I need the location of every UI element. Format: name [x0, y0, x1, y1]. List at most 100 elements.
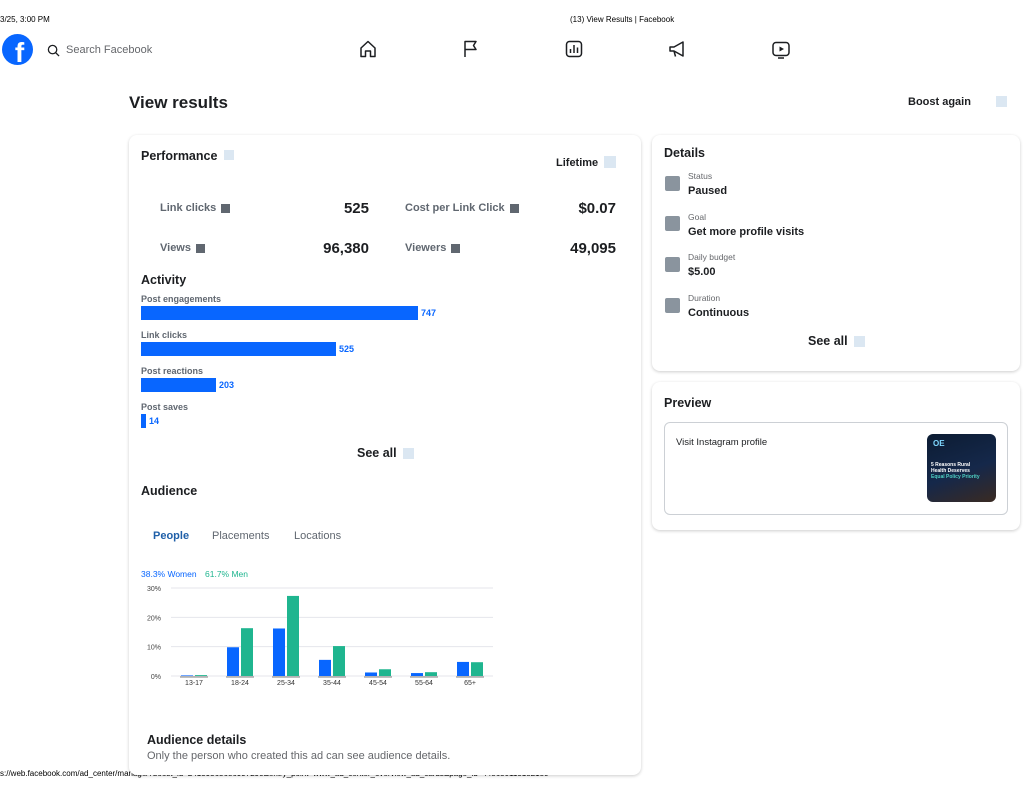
activity-label: Post reactions [141, 366, 204, 376]
detail-value: Continuous [688, 307, 750, 319]
tab-placements[interactable]: Placements [212, 530, 270, 542]
info-icon[interactable] [196, 243, 205, 253]
bar-men [471, 662, 483, 676]
bar-women [457, 661, 469, 676]
metric-label: Viewers [405, 242, 461, 254]
detail-label: Goal [688, 212, 706, 222]
y-tick-label: 0% [151, 674, 161, 681]
megaphone-icon[interactable] [666, 38, 688, 60]
detail-label: Daily budget [688, 252, 736, 262]
bar-women [227, 647, 239, 676]
ad-preview[interactable] [664, 422, 1008, 515]
budget-icon [665, 257, 680, 272]
print-page-title: (13) View Results | Facebook [570, 15, 675, 24]
details-card [652, 135, 1020, 371]
bar-men [333, 646, 345, 676]
audience-details-text: Only the person who created this ad can … [147, 750, 451, 762]
search-input[interactable]: Search Facebook [66, 44, 153, 56]
video-icon[interactable] [770, 38, 792, 60]
ad-center-icon[interactable] [563, 38, 585, 60]
x-tick-label: 65+ [464, 680, 476, 687]
search-bar[interactable]: Search Facebook [47, 41, 152, 59]
detail-value: Get more profile visits [688, 226, 805, 238]
facebook-logo[interactable]: f [2, 34, 33, 65]
date-range-select[interactable]: Lifetime [556, 157, 599, 169]
duration-icon [665, 298, 680, 313]
results-card [129, 135, 641, 775]
thumbnail-logo: OE [933, 439, 945, 448]
boost-menu-icon[interactable] [996, 96, 1007, 107]
boost-again-button[interactable]: Boost again [908, 96, 971, 108]
bar-men [379, 669, 391, 676]
activity-bar [141, 306, 418, 320]
page-title: View results [129, 93, 228, 112]
bar-women [273, 628, 285, 676]
preview-title: Preview [664, 396, 712, 410]
x-tick-label: 45-54 [369, 680, 387, 687]
metric-value: 96,380 [323, 240, 369, 257]
activity-bar [141, 414, 146, 428]
detail-label: Duration [688, 293, 721, 303]
women-legend: 38.3% Women [141, 569, 197, 579]
detail-value: $5.00 [688, 266, 716, 278]
chevron-icon [402, 447, 414, 459]
info-icon[interactable] [451, 243, 461, 253]
activity-label: Post saves [141, 402, 189, 412]
metric-value: 49,095 [570, 240, 616, 257]
tab-locations[interactable]: Locations [294, 530, 342, 542]
metric-label: Views [160, 242, 205, 254]
details-see-all-button[interactable]: See all [808, 334, 865, 348]
ad-thumbnail: OE 5 Reasons Rural Health Deserves Equal… [927, 434, 996, 502]
x-tick-label: 18-24 [231, 680, 249, 687]
status-icon [665, 176, 680, 191]
activity-value: 747 [421, 308, 437, 318]
detail-value: Paused [688, 185, 728, 197]
metric-value: $0.07 [578, 200, 616, 217]
bar-men [241, 628, 253, 676]
activity-value: 14 [149, 416, 160, 426]
audience-title: Audience [141, 484, 198, 498]
search-icon [47, 44, 60, 57]
activity-see-all-button[interactable]: See all [357, 446, 414, 460]
x-tick-label: 35-44 [323, 680, 341, 687]
home-icon[interactable] [357, 38, 379, 60]
y-tick-label: 20% [147, 615, 161, 622]
activity-bar [141, 378, 216, 392]
x-tick-label: 55-64 [415, 680, 433, 687]
activity-bar [141, 342, 336, 356]
men-legend: 61.7% Men [205, 569, 248, 579]
audience-age-gender-chart: 0% 10% 20% 30% 13-17 18-24 25-34 35-44 45-54 55-6… [147, 586, 493, 687]
y-tick-label: 10% [147, 645, 161, 652]
info-icon[interactable] [509, 203, 519, 213]
flag-icon[interactable] [460, 38, 482, 60]
activity-value: 525 [339, 344, 355, 354]
print-datetime: 3/25, 3:00 PM [0, 15, 50, 24]
bar-men [425, 672, 437, 676]
bar-men [195, 675, 207, 676]
x-tick-label: 13-17 [185, 680, 203, 687]
bar-women [365, 672, 377, 676]
y-tick-label: 30% [147, 586, 161, 593]
bar-men [287, 595, 299, 676]
activity-list: Post engagements 747 Link clicks 525 Post re… [141, 294, 561, 434]
bar-women [181, 675, 193, 677]
activity-label: Link clicks [141, 330, 188, 340]
tab-people[interactable]: People [153, 530, 190, 542]
audience-details-title: Audience details [147, 733, 247, 747]
activity-title: Activity [141, 273, 187, 287]
goal-icon [665, 216, 680, 231]
performance-info-icon[interactable] [224, 150, 234, 160]
preview-text: Visit Instagram profile [676, 437, 768, 448]
performance-title: Performance [141, 149, 218, 163]
metric-label: Cost per Link Click [405, 202, 519, 214]
metric-label: Link clicks [160, 202, 231, 214]
bar-women [411, 673, 423, 676]
activity-value: 203 [219, 380, 235, 390]
details-title: Details [664, 146, 705, 160]
info-icon[interactable] [221, 203, 231, 213]
detail-label: Status [688, 171, 713, 181]
metric-value: 525 [343, 200, 369, 217]
date-range-icon[interactable] [604, 156, 616, 168]
thumbnail-text: 5 Reasons Rural Health Deserves Equal Po… [931, 462, 980, 480]
chevron-icon [853, 335, 865, 347]
